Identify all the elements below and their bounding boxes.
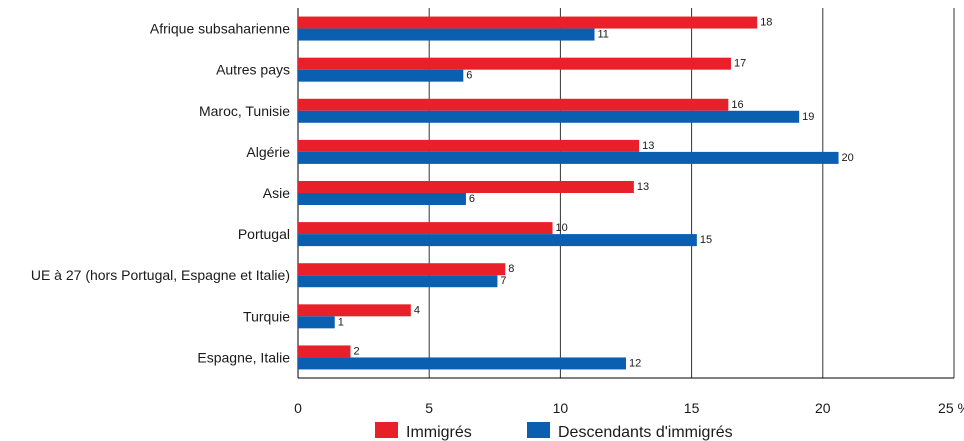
data-label: 13	[642, 140, 654, 152]
data-label: 18	[760, 17, 772, 29]
bar-descendants	[298, 151, 839, 164]
data-label: 16	[731, 99, 743, 111]
data-label: 15	[700, 234, 712, 246]
legend-descendants-swatch	[527, 422, 550, 438]
x-tick-label: 10	[553, 400, 569, 416]
bar-immigres	[298, 16, 758, 29]
bar-descendants	[298, 28, 595, 41]
data-label: 8	[508, 263, 514, 275]
data-label: 19	[802, 111, 814, 123]
bar-descendants	[298, 275, 498, 288]
data-label: 6	[469, 193, 475, 205]
bar-immigres	[298, 304, 411, 317]
category-label: Turquie	[243, 308, 290, 324]
data-label: 1	[338, 316, 344, 328]
legend-immigres-label: Immigrés	[406, 424, 472, 441]
bar-descendants	[298, 357, 626, 370]
x-tick-label: 5	[425, 400, 433, 416]
bar-immigres	[298, 222, 553, 235]
category-label: Afrique subsaharienne	[150, 21, 290, 37]
category-label: Maroc, Tunisie	[199, 103, 290, 119]
category-label: Espagne, Italie	[197, 349, 290, 365]
x-tick-label: 25 %	[938, 400, 964, 416]
bar-immigres	[298, 345, 351, 358]
category-label: Asie	[263, 185, 290, 201]
data-label: 7	[500, 275, 506, 287]
category-label: UE à 27 (hors Portugal, Espagne et Itali…	[31, 267, 290, 283]
legend-descendants-label: Descendants d'immigrés	[558, 424, 733, 441]
x-tick-label: 20	[815, 400, 831, 416]
data-label: 11	[598, 29, 609, 41]
data-label: 6	[466, 70, 472, 82]
bar-immigres	[298, 57, 731, 70]
data-label: 2	[353, 345, 359, 357]
bar-descendants	[298, 234, 697, 247]
category-label: Portugal	[238, 226, 290, 242]
legend-immigres-swatch	[375, 422, 398, 438]
bar-immigres	[298, 98, 729, 111]
x-tick-label: 15	[684, 400, 700, 416]
bar-descendants	[298, 110, 800, 123]
x-tick-label: 0	[294, 400, 302, 416]
data-label: 12	[629, 357, 641, 369]
bar-descendants	[298, 69, 464, 82]
data-label: 13	[637, 181, 649, 193]
data-label: 20	[842, 152, 854, 164]
category-label: Autres pays	[216, 62, 290, 78]
bar-descendants	[298, 316, 335, 329]
data-label: 10	[556, 222, 568, 234]
data-label: 4	[414, 304, 420, 316]
category-label: Algérie	[246, 144, 290, 160]
bar-immigres	[298, 181, 634, 193]
bar-immigres	[298, 263, 506, 276]
data-label: 17	[734, 58, 746, 70]
bar-descendants	[298, 193, 466, 205]
bar-immigres	[298, 139, 640, 152]
